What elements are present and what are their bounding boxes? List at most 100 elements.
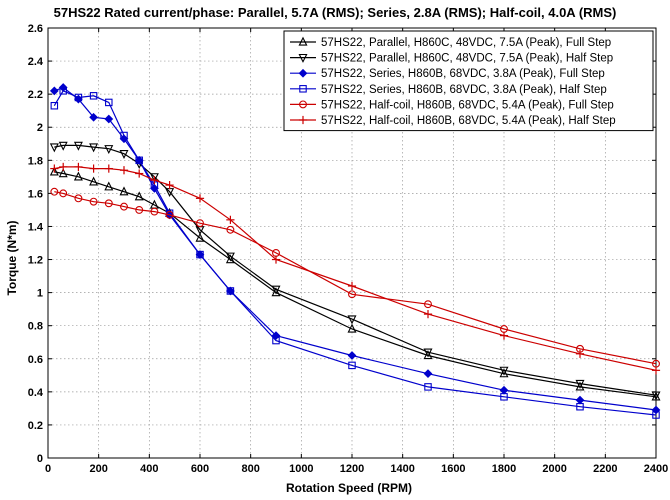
x-tick-label: 1800	[492, 463, 516, 475]
legend-label: 57HS22, Half-coil, H860B, 68VDC, 5.4A (P…	[321, 115, 616, 127]
y-tick-label: 0.6	[28, 354, 43, 366]
legend-marker	[298, 36, 308, 46]
data-point	[49, 86, 59, 96]
data-point	[347, 315, 357, 325]
data-point	[73, 141, 83, 151]
series-line	[54, 86, 657, 411]
axis-ticks: 0 200 400 600 800 1000 1200 1400 1600 1800 2000 220…	[28, 23, 669, 475]
y-tick-label: 2.6	[28, 23, 43, 35]
y-tick-label: 0.8	[28, 321, 43, 333]
legend-item: 57HS22, Series, H860B, 68VDC, 3.8A (Peak…	[290, 84, 607, 96]
data-point	[575, 349, 585, 358]
x-tick-label: 1600	[441, 463, 465, 475]
data-point	[226, 225, 235, 234]
data-point	[134, 191, 144, 201]
data-point	[135, 169, 144, 178]
y-tick-label: 1.6	[28, 188, 43, 200]
x-tick-label: 2200	[593, 463, 617, 475]
data-point	[120, 131, 128, 140]
data-point	[226, 287, 235, 295]
data-point	[165, 210, 174, 219]
data-point	[89, 92, 98, 100]
x-tick-label: 2400	[644, 463, 668, 475]
series-4	[50, 87, 660, 419]
data-point	[499, 368, 509, 378]
data-point	[74, 162, 83, 172]
data-point	[271, 287, 281, 297]
data-point	[196, 219, 204, 228]
data-point	[423, 369, 433, 379]
series-6	[50, 162, 661, 375]
data-point	[225, 252, 235, 262]
data-point	[89, 112, 98, 122]
legend-label: 57HS22, Parallel, H860C, 48VDC, 7.5A (Pe…	[321, 37, 611, 49]
data-point	[89, 164, 98, 173]
data-point	[651, 366, 661, 375]
legend-marker	[299, 100, 307, 109]
y-tick-label: 2.2	[28, 89, 43, 101]
legend-item: 57HS22, Series, H860B, 68VDC, 3.8A (Peak…	[290, 68, 605, 80]
legend-marker	[298, 115, 308, 125]
data-point	[575, 379, 585, 389]
legend-label: 57HS22, Series, H860B, 68VDC, 3.8A (Peak…	[321, 68, 605, 80]
legend: 57HS22, Parallel, H860C, 48VDC, 7.5A (Pe…	[283, 30, 654, 132]
data-point	[89, 176, 99, 186]
data-point	[150, 207, 159, 216]
data-point	[104, 164, 113, 173]
legend-item: 57HS22, Half-coil, H860B, 68VDC, 5.4A (P…	[290, 99, 614, 111]
data-point	[49, 166, 59, 176]
data-point	[423, 310, 433, 319]
y-axis-label: Torque (N*m)	[5, 220, 19, 295]
data-point	[347, 281, 357, 291]
data-point	[195, 194, 205, 203]
series-group	[49, 83, 661, 419]
data-point	[120, 202, 128, 211]
data-point	[424, 300, 432, 309]
data-point	[104, 114, 114, 124]
data-point	[149, 173, 159, 183]
y-tick-label: 1	[37, 288, 43, 300]
y-tick-label: 2.4	[28, 56, 44, 68]
data-point	[347, 323, 357, 333]
data-point	[576, 402, 584, 411]
data-point	[575, 381, 585, 391]
data-point	[651, 405, 661, 415]
data-point	[119, 186, 129, 196]
data-point	[347, 351, 357, 360]
legend-marker	[298, 68, 308, 78]
chart-title: 57HS22 Rated current/phase: Parallel, 5.…	[54, 5, 617, 20]
data-point	[135, 205, 144, 214]
y-tick-label: 2	[37, 122, 43, 134]
data-point	[135, 156, 143, 165]
data-point	[58, 168, 68, 178]
data-point	[195, 232, 205, 242]
x-tick-label: 200	[89, 463, 107, 475]
data-point	[348, 290, 356, 299]
x-tick-label: 800	[241, 463, 259, 475]
legend-item: 57HS22, Half-coil, H860B, 68VDC, 5.4A (P…	[290, 115, 616, 127]
data-point	[225, 254, 235, 264]
x-tick-label: 2000	[542, 463, 566, 475]
y-tick-label: 1.8	[28, 155, 43, 167]
data-point	[499, 331, 509, 340]
data-point	[652, 411, 660, 419]
legend-box	[283, 30, 654, 132]
data-point	[59, 87, 67, 95]
data-point	[58, 141, 68, 151]
data-point	[49, 143, 59, 153]
series-5	[50, 187, 660, 368]
y-tick-label: 1.4	[28, 221, 44, 233]
series-line	[54, 166, 657, 371]
y-tick-label: 0	[37, 453, 43, 465]
series-line	[54, 191, 657, 365]
legend-item: 57HS22, Parallel, H860C, 48VDC, 7.5A (Pe…	[290, 36, 611, 49]
data-point	[104, 145, 114, 155]
data-point	[119, 166, 129, 175]
data-point	[271, 285, 281, 295]
data-point	[150, 176, 159, 185]
data-point	[89, 197, 98, 206]
series-line	[54, 144, 657, 396]
data-point	[272, 336, 280, 345]
data-point	[423, 348, 433, 358]
